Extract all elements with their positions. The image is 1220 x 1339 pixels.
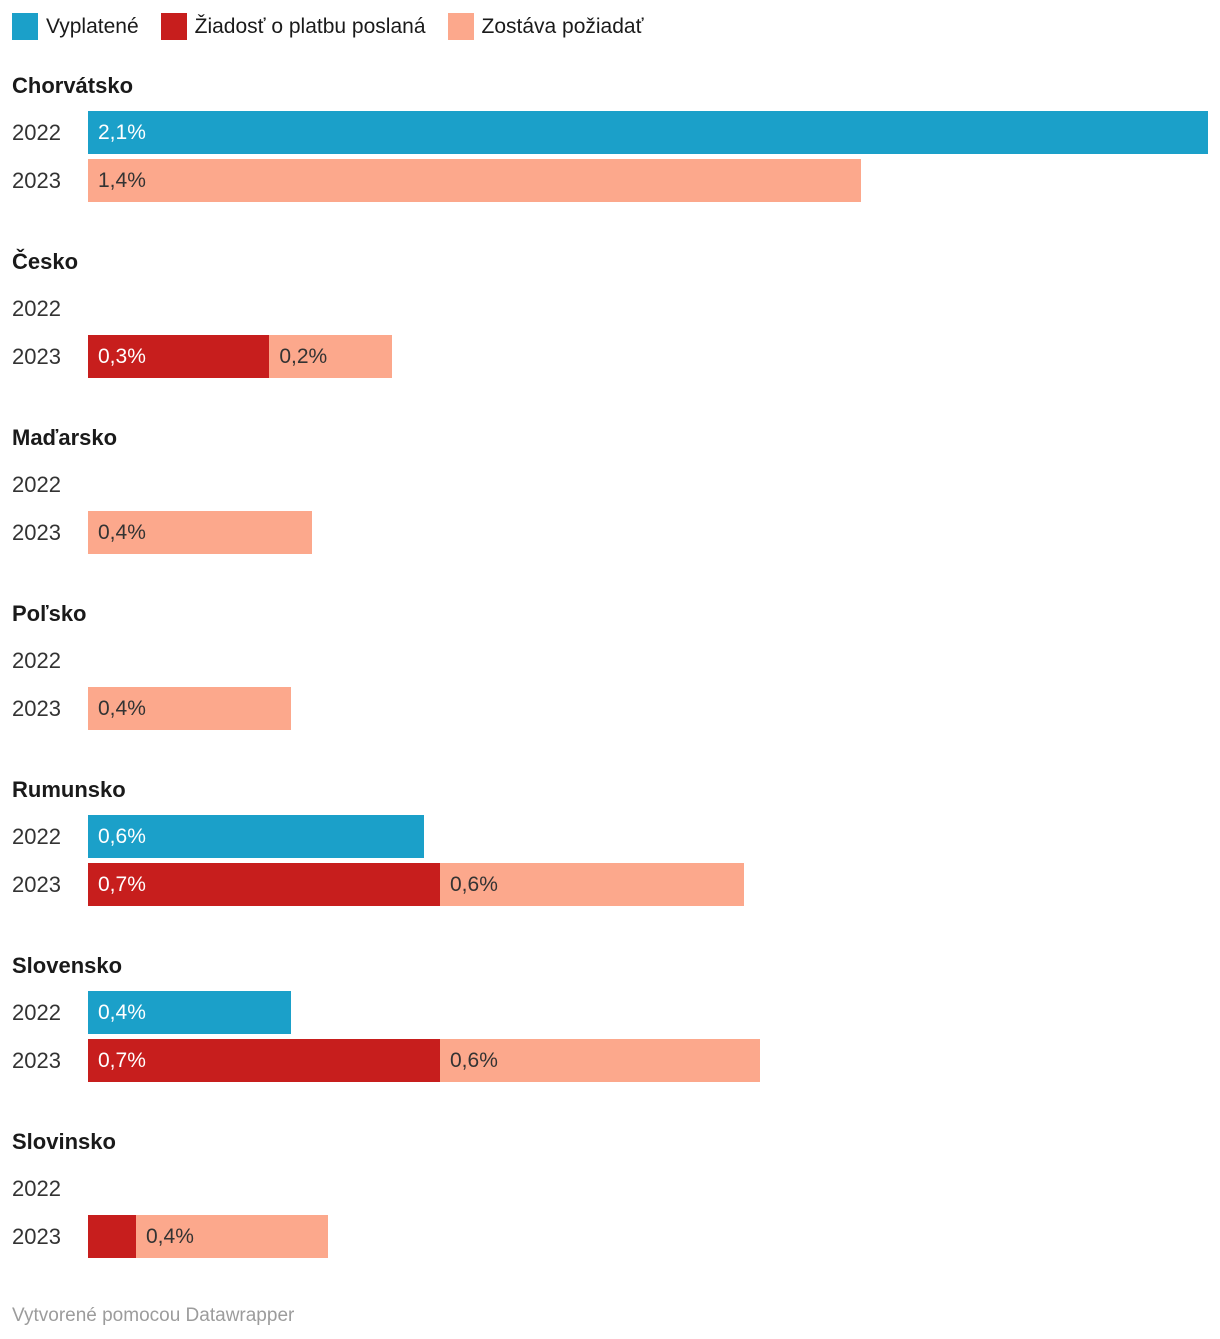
bar-value-label: 0,6% bbox=[98, 824, 146, 848]
bar-value-label: 0,4% bbox=[98, 520, 146, 544]
legend-swatch-remaining bbox=[447, 13, 474, 40]
legend-item-sent: Žiadosť o platbu poslaná bbox=[160, 13, 426, 40]
year-label: 2023 bbox=[12, 1047, 61, 1073]
bar-segment-paid[interactable]: 0,4% bbox=[88, 991, 291, 1034]
year-row: 2023 0,7% 0,6% bbox=[12, 1039, 1208, 1082]
bar-value-label: 0,6% bbox=[450, 1048, 498, 1072]
legend-swatch-paid bbox=[12, 13, 38, 40]
chart-sections: Chorvátsko 2022 2,1% 2023 1,4% Česko 2022 2023 0… bbox=[12, 73, 1208, 1258]
bar-track bbox=[88, 639, 1208, 682]
bar-value-label: 0,4% bbox=[98, 696, 146, 720]
bar-value-label: 0,3% bbox=[98, 344, 146, 368]
year-label: 2022 bbox=[12, 119, 61, 145]
legend-swatch-sent bbox=[160, 13, 187, 40]
year-label: 2023 bbox=[12, 871, 61, 897]
country-section: Chorvátsko 2022 2,1% 2023 1,4% bbox=[12, 73, 1208, 202]
bar-track: 0,4% bbox=[88, 511, 1208, 554]
bar-segment-remaining[interactable]: 0,2% bbox=[269, 335, 392, 378]
country-section: Poľsko 2022 2023 0,4% bbox=[12, 601, 1208, 730]
year-label: 2023 bbox=[12, 519, 61, 545]
year-label: 2023 bbox=[12, 695, 61, 721]
bar-track: 0,7% 0,6% bbox=[88, 1039, 1208, 1082]
country-section: Slovinsko 2022 2023 0,4% bbox=[12, 1129, 1208, 1258]
year-row: 2023 0,4% bbox=[12, 687, 1208, 730]
legend-label: Žiadosť o platbu poslaná bbox=[194, 14, 426, 38]
bar-track: 0,4% bbox=[88, 991, 1208, 1034]
bar-segment-sent[interactable]: 0,7% bbox=[88, 1039, 440, 1082]
legend: Vyplatené Žiadosť o platbu poslaná Zostáva… bbox=[12, 13, 1208, 40]
bar-value-label: 0,7% bbox=[98, 872, 146, 896]
year-label: 2023 bbox=[12, 167, 61, 193]
year-label: 2022 bbox=[12, 1175, 61, 1201]
country-heading: Slovinsko bbox=[12, 1129, 116, 1154]
bar-track: 0,7% 0,6% bbox=[88, 863, 1208, 906]
bar-segment-paid[interactable]: 0,6% bbox=[88, 815, 424, 858]
bar-track: 2,1% bbox=[88, 111, 1208, 154]
bar-value-label: 0,4% bbox=[146, 1224, 194, 1248]
bar-segment-remaining[interactable]: 0,4% bbox=[136, 1215, 328, 1258]
year-label: 2022 bbox=[12, 471, 61, 497]
country-heading: Česko bbox=[12, 249, 79, 274]
year-label: 2022 bbox=[12, 999, 61, 1025]
country-heading: Maďarsko bbox=[12, 425, 118, 450]
year-row: 2023 0,4% bbox=[12, 511, 1208, 554]
bar-track bbox=[88, 1167, 1208, 1210]
bar-track: 1,4% bbox=[88, 159, 1208, 202]
bar-value-label: 1,4% bbox=[98, 168, 146, 192]
bar-value-label: 2,1% bbox=[98, 120, 146, 144]
bar-value-label: 0,7% bbox=[98, 1048, 146, 1072]
bar-segment-sent[interactable]: 0,3% bbox=[88, 335, 270, 378]
bar-segment-remaining[interactable]: 1,4% bbox=[88, 159, 862, 202]
bar-segment-sent[interactable]: 0,7% bbox=[88, 863, 440, 906]
legend-label: Zostáva požiadať bbox=[481, 14, 644, 38]
year-row: 2022 0,4% bbox=[12, 991, 1208, 1034]
bar-segment-remaining[interactable]: 0,6% bbox=[440, 1039, 760, 1082]
bar-track bbox=[88, 287, 1208, 330]
datawrapper-attribution-link[interactable]: Vytvorené pomocou Datawrapper bbox=[12, 1305, 295, 1326]
year-row: 2023 0,4% bbox=[12, 1215, 1208, 1258]
year-label: 2023 bbox=[12, 1223, 61, 1249]
year-row: 2022 2,1% bbox=[12, 111, 1208, 154]
legend-item-paid: Vyplatené bbox=[12, 13, 139, 40]
country-heading: Chorvátsko bbox=[12, 73, 134, 98]
bar-value-label: 0,4% bbox=[98, 1000, 146, 1024]
bar-track: 0,3% 0,2% bbox=[88, 335, 1208, 378]
year-label: 2023 bbox=[12, 343, 61, 369]
year-label: 2022 bbox=[12, 647, 61, 673]
year-row: 2023 1,4% bbox=[12, 159, 1208, 202]
year-row: 2022 bbox=[12, 463, 1208, 506]
legend-item-remaining: Zostáva požiadať bbox=[447, 13, 644, 40]
year-row: 2022 0,6% bbox=[12, 815, 1208, 858]
bar-value-label: 0,2% bbox=[279, 344, 328, 368]
bar-segment-remaining[interactable]: 0,4% bbox=[88, 687, 291, 730]
bar-track: 0,4% bbox=[88, 687, 1208, 730]
bar-value-label: 0,6% bbox=[450, 872, 498, 896]
chart-footer: Vytvorené pomocou Datawrapper bbox=[12, 1305, 1208, 1327]
year-row: 2023 0,7% 0,6% bbox=[12, 863, 1208, 906]
bar-track bbox=[88, 463, 1208, 506]
year-row: 2022 bbox=[12, 287, 1208, 330]
legend-label: Vyplatené bbox=[46, 14, 139, 38]
bar-track: 0,4% bbox=[88, 1215, 1208, 1258]
year-label: 2022 bbox=[12, 295, 61, 321]
year-row: 2022 bbox=[12, 639, 1208, 682]
year-label: 2022 bbox=[12, 823, 61, 849]
bar-segment-sent[interactable] bbox=[88, 1215, 136, 1258]
bar-track: 0,6% bbox=[88, 815, 1208, 858]
country-heading: Rumunsko bbox=[12, 777, 126, 802]
bar-segment-remaining[interactable]: 0,4% bbox=[88, 511, 312, 554]
year-row: 2023 0,3% 0,2% bbox=[12, 335, 1208, 378]
country-heading: Slovensko bbox=[12, 953, 123, 978]
country-section: Rumunsko 2022 0,6% 2023 0,7% 0,6% bbox=[12, 777, 1208, 906]
bar-segment-remaining[interactable]: 0,6% bbox=[440, 863, 744, 906]
country-section: Česko 2022 2023 0,3% 0,2% bbox=[12, 249, 1208, 378]
year-row: 2022 bbox=[12, 1167, 1208, 1210]
country-section: Slovensko 2022 0,4% 2023 0,7% 0,6% bbox=[12, 953, 1208, 1082]
bar-segment-paid[interactable]: 2,1% bbox=[88, 111, 1208, 154]
country-section: Maďarsko 2022 2023 0,4% bbox=[12, 425, 1208, 554]
country-heading: Poľsko bbox=[12, 601, 87, 626]
